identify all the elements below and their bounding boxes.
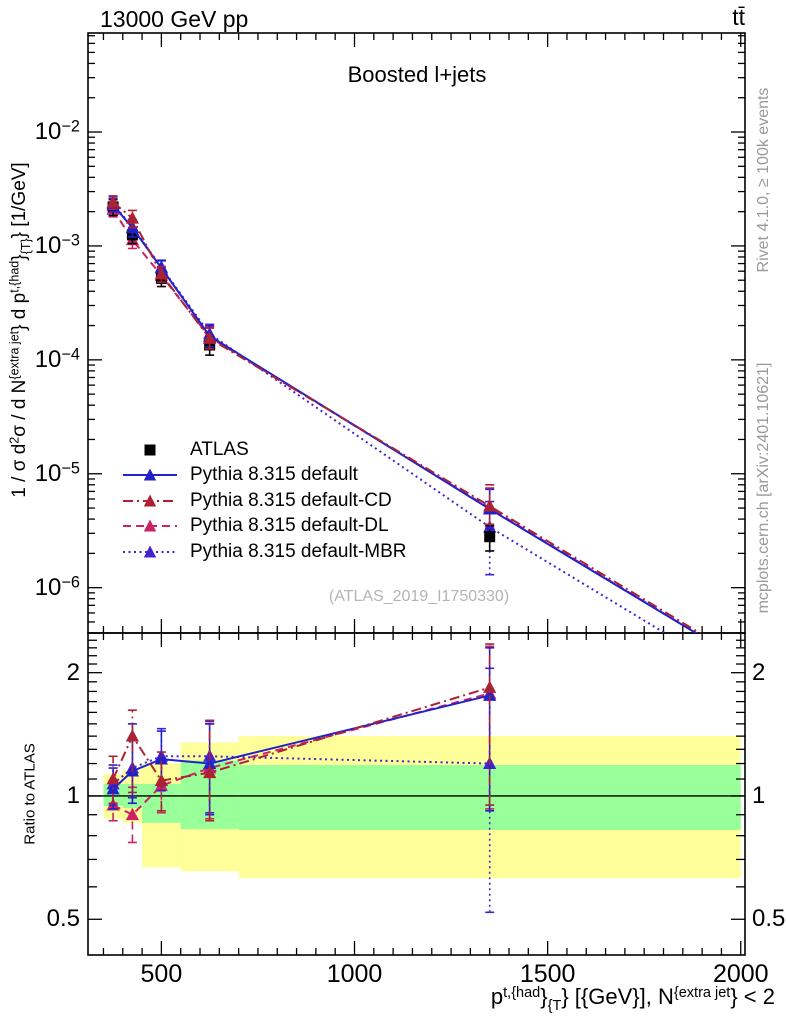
x-tick-label: 1500 xyxy=(519,960,576,988)
line-marker-icon xyxy=(123,545,177,558)
legend-item: ATLAS xyxy=(121,437,407,463)
analysis-watermark: (ATLAS_2019_I1750330) xyxy=(328,588,510,605)
line-marker-icon xyxy=(123,494,177,507)
legend-label: Pythia 8.315 default xyxy=(190,464,358,486)
x-tick-label: 500 xyxy=(140,960,183,988)
y-axis-label-main: 1 / σ d2σ / d N{extra jet} d pt,{had}{T}… xyxy=(7,162,34,498)
beam-energy-label: 13000 GeV pp xyxy=(100,6,249,32)
legend-label: Pythia 8.315 default-MBR xyxy=(190,540,407,562)
line-marker-icon xyxy=(123,519,177,532)
mcplots-source-note: mcplots.cern.ch [arXiv:2401.10621] xyxy=(755,362,772,614)
ratio-tick-label-left: 0.5 xyxy=(46,905,80,933)
y-tick-label: 10−4 xyxy=(34,345,80,373)
ratio-point-marker xyxy=(203,765,217,779)
ratio-tick-label-right: 2 xyxy=(752,658,766,686)
rivet-version-note: Rivet 4.1.0, ≥ 100k events xyxy=(755,87,772,273)
ratio-point-marker xyxy=(483,688,497,701)
ratio-point-marker xyxy=(106,772,120,785)
legend-item: Pythia 8.315 default-DL xyxy=(121,514,407,540)
ratio-point-marker xyxy=(154,773,168,787)
plot-title: Boosted l+jets xyxy=(347,62,487,87)
ratio-point-marker xyxy=(483,680,497,693)
legend-item: Pythia 8.315 default-MBR xyxy=(121,539,407,565)
line-marker-icon xyxy=(123,468,177,481)
y-tick-label: 10−3 xyxy=(34,231,80,259)
legend-label: Pythia 8.315 default-DL xyxy=(190,515,389,537)
ratio-line xyxy=(112,692,490,816)
main-series-default-cd xyxy=(106,195,702,633)
x-tick-label: 2000 xyxy=(712,960,769,988)
data-point-marker xyxy=(106,195,120,208)
ratio-point-marker xyxy=(203,756,217,769)
uncertainty-bands xyxy=(103,736,741,879)
ratio-point-marker xyxy=(125,729,140,742)
y-tick-label: 10−6 xyxy=(34,573,80,601)
process-label: tt̄ xyxy=(732,4,745,30)
y-tick-label: 10−5 xyxy=(34,459,80,487)
ratio-frame xyxy=(87,632,746,956)
x-axis-label: pt,{had}{T} [{GeV}], N{extra jet} < 2 xyxy=(490,984,775,1014)
series-line xyxy=(112,204,698,633)
legend-label: Pythia 8.315 default-CD xyxy=(190,489,392,511)
legend: ATLAS Pythia 8.315 default Pythia 8.315 de… xyxy=(121,437,407,565)
x-tick-label: 1000 xyxy=(326,960,383,988)
ratio-tick-label-right: 1 xyxy=(752,781,766,809)
data-point-marker xyxy=(203,331,217,344)
data-point-marker xyxy=(154,267,168,280)
series-line xyxy=(112,201,702,633)
ratio-tick-label-left: 2 xyxy=(66,658,80,686)
ratio-tick-label-right: 0.5 xyxy=(752,905,786,933)
data-point-marker xyxy=(483,499,497,512)
y-tick-label: 10−2 xyxy=(34,117,80,146)
data-point-marker xyxy=(484,531,496,543)
legend-label: ATLAS xyxy=(190,438,249,460)
y-axis-label-ratio: Ratio to ATLAS xyxy=(21,743,39,845)
legend-item: Pythia 8.315 default xyxy=(121,463,407,489)
legend-item: Pythia 8.315 default-CD xyxy=(121,488,407,514)
square-marker-icon xyxy=(144,444,156,456)
axes xyxy=(87,32,746,956)
ratio-tick-label-left: 1 xyxy=(66,781,80,809)
ratio-series-default-cd xyxy=(106,643,497,822)
data-point-marker xyxy=(125,211,140,224)
ratio-point-marker xyxy=(154,752,168,765)
ratio-point-marker xyxy=(125,807,140,821)
